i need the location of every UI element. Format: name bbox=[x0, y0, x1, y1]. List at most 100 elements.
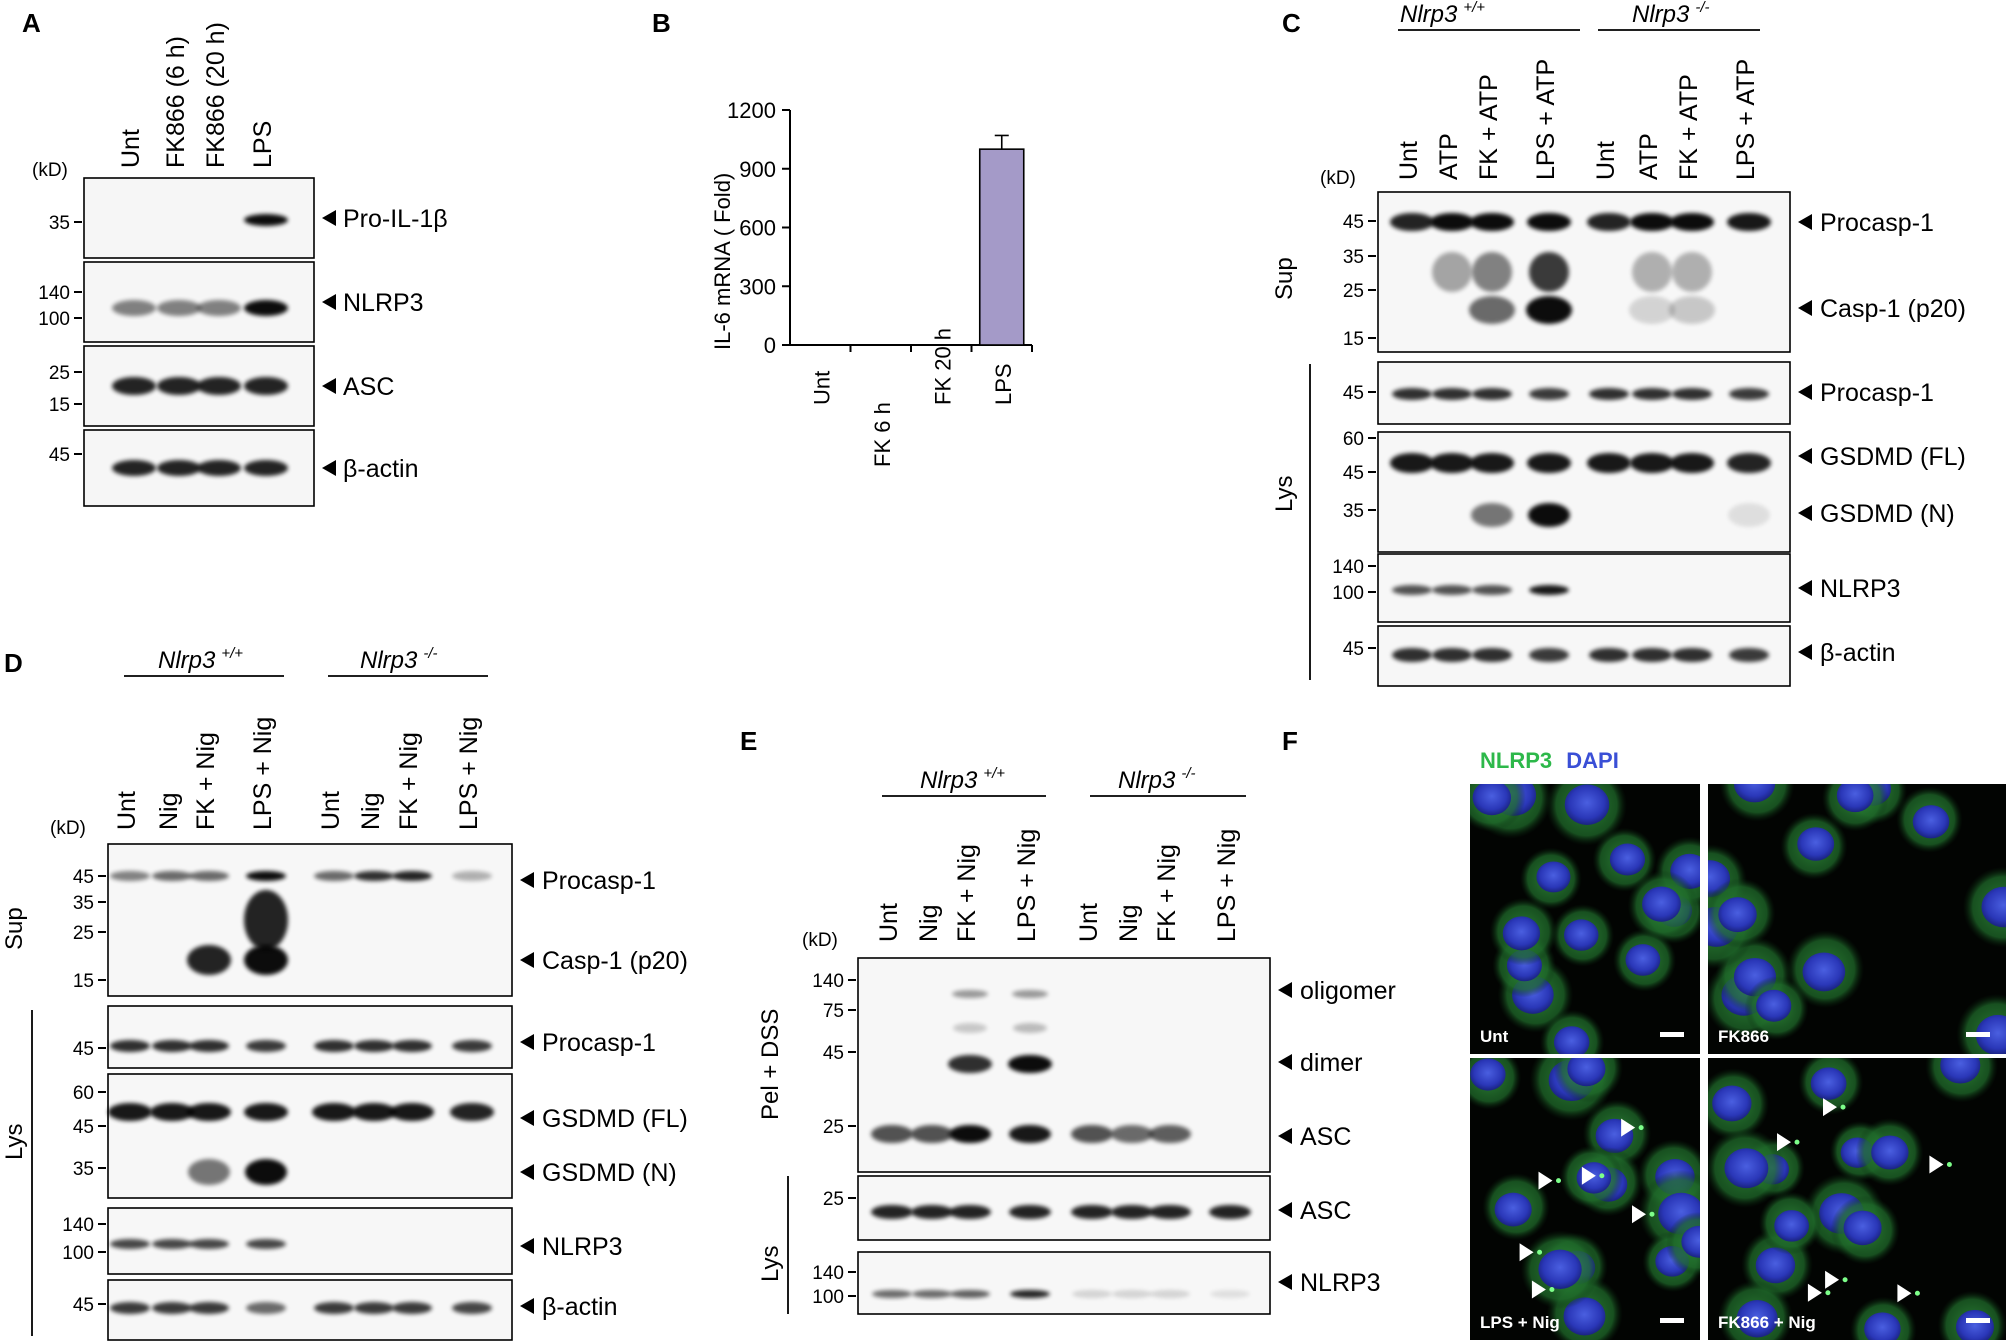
lane-label-D-2: FK + Nig bbox=[192, 732, 220, 830]
speck-3-0 bbox=[1825, 1290, 1831, 1296]
kd-label-D: (kD) bbox=[50, 818, 86, 839]
nucleus-2-12 bbox=[1494, 1192, 1532, 1227]
speck-3-1 bbox=[1914, 1290, 1920, 1296]
band-D-0-0-4 bbox=[314, 871, 354, 881]
marker-C-2-0: 60 bbox=[1343, 429, 1364, 450]
group-ko-name-E: Nlrp3 bbox=[1118, 767, 1176, 794]
blot-D-3 bbox=[107, 1207, 513, 1275]
blot-name-D-0-0: Procasp-1 bbox=[542, 867, 656, 895]
band-E-1-0-2 bbox=[949, 1205, 991, 1219]
blot-name-C-1-0: Procasp-1 bbox=[1820, 379, 1934, 407]
band-a-3-3 bbox=[244, 460, 288, 476]
band-E-1-0-0 bbox=[871, 1205, 913, 1219]
nucleus-1-10 bbox=[1836, 784, 1874, 813]
speck-2-5 bbox=[1649, 1211, 1655, 1217]
band-E-0-0-6 bbox=[1149, 1125, 1191, 1143]
nucleus-0-13 bbox=[1642, 886, 1681, 922]
nucleus-3-12 bbox=[1724, 1148, 1769, 1189]
band-D-2-1-2 bbox=[188, 1159, 230, 1185]
marker-E-0-3: 25 bbox=[823, 1117, 844, 1138]
marker-a-1-1: 100 bbox=[38, 309, 70, 330]
micrograph-label-2: LPS + Nig bbox=[1480, 1313, 1560, 1332]
marker-C-3-0: 140 bbox=[1332, 557, 1364, 578]
lane-label-D-7: LPS + Nig bbox=[455, 717, 483, 830]
marker-a-0-0: 35 bbox=[49, 213, 70, 234]
micrograph-3: FK866 + Nig bbox=[1708, 1058, 2006, 1340]
arrowhead-2-5 bbox=[1632, 1205, 1647, 1224]
speck-3-2 bbox=[1842, 1277, 1848, 1283]
nucleus-3-6 bbox=[1955, 1309, 1994, 1340]
band-E-1-0-5 bbox=[1111, 1205, 1153, 1219]
marker-E-0-0: 140 bbox=[812, 971, 844, 992]
blot-name-C-0-1: Casp-1 (p20) bbox=[1820, 295, 1966, 323]
x-tick-label-3: LPS bbox=[991, 363, 1016, 405]
blot-D-1 bbox=[107, 1005, 513, 1069]
nucleus-0-6 bbox=[1609, 843, 1646, 876]
marker-E-1-0: 25 bbox=[823, 1189, 844, 1210]
arrow-D-2-0 bbox=[520, 1110, 534, 1126]
side-label-D-lys_label: Lys bbox=[1, 1124, 28, 1160]
nucleus-0-7 bbox=[1502, 916, 1541, 951]
band-a-2-3 bbox=[244, 377, 288, 395]
group-wt-name-D: Nlrp3 bbox=[158, 647, 216, 674]
scale-bar-2 bbox=[1660, 1318, 1684, 1323]
blot-name-D-0-1: Casp-1 (p20) bbox=[542, 947, 688, 975]
arrow-C-2-0 bbox=[1798, 448, 1812, 464]
marker-C-0-2: 25 bbox=[1343, 281, 1364, 302]
lane-labels-a: Unt FK866 (6 h) FK866 (20 h) LPS bbox=[117, 22, 277, 168]
marker-a-1-0: 140 bbox=[38, 283, 70, 304]
nucleus-1-0 bbox=[1912, 805, 1950, 839]
band-C-2-0-5 bbox=[1630, 453, 1674, 473]
micrograph-cells-2 bbox=[1470, 1058, 1700, 1340]
nucleus-0-0 bbox=[1563, 919, 1599, 951]
arrow-E-0-0 bbox=[1278, 982, 1292, 998]
band-D-2-0-4 bbox=[312, 1103, 356, 1121]
arrow-D-2-1 bbox=[520, 1164, 534, 1180]
band-C-2-0-7 bbox=[1727, 453, 1771, 473]
band-D-0-0-0 bbox=[110, 871, 150, 881]
band-C-0-1-6 bbox=[1669, 296, 1715, 324]
band-C-0-1-2 bbox=[1469, 296, 1515, 324]
lane-label-C-4: Unt bbox=[1592, 141, 1620, 180]
band-E-0-1-2 bbox=[948, 1055, 992, 1073]
arrow-C-0-1 bbox=[1798, 300, 1812, 316]
marker-C-0-1: 35 bbox=[1343, 247, 1364, 268]
y-tick-label-2: 600 bbox=[739, 216, 776, 241]
group-ko-name-C: Nlrp3 bbox=[1632, 1, 1690, 28]
band-C-0-0-3 bbox=[1527, 213, 1571, 231]
lane-label-D-1: Nig bbox=[155, 792, 183, 830]
band-D-1-0-1 bbox=[152, 1040, 192, 1052]
panel-d: D Nlrp3 +/+ Nlrp3 -/- Unt Nig FK + Nig LPS + Ni… bbox=[1, 645, 688, 1341]
band-D-2-0-6 bbox=[390, 1103, 434, 1121]
svg-text:NLRP3 DAPI: NLRP3 DAPI bbox=[1480, 748, 1619, 773]
band-D-2-0-1 bbox=[150, 1103, 194, 1121]
band-C-2-1-2 bbox=[1471, 503, 1513, 527]
marker-D-4-0: 45 bbox=[73, 1295, 94, 1316]
scale-bar-3 bbox=[1966, 1318, 1990, 1323]
band-E-0-0-4 bbox=[1071, 1125, 1113, 1143]
blots-d: Nlrp3 +/+ Nlrp3 -/- Unt Nig FK + Nig LPS + Nig U… bbox=[1, 645, 688, 1341]
y-axis-label: IL-6 mRNA ( Fold) bbox=[710, 173, 735, 350]
blot-name-a-2: ASC bbox=[343, 373, 394, 401]
lane-label-C-1: ATP bbox=[1435, 133, 1463, 180]
band-D-4-0-0 bbox=[110, 1302, 150, 1314]
band-C-0-0-1 bbox=[1430, 213, 1474, 231]
arrow-C-0-0 bbox=[1798, 214, 1812, 230]
band-D-2-0-2 bbox=[187, 1103, 231, 1121]
blot-name-C-2-1: GSDMD (N) bbox=[1820, 500, 1955, 528]
marker-E-2-0: 140 bbox=[812, 1263, 844, 1284]
micrograph-label-3: FK866 + Nig bbox=[1718, 1313, 1816, 1332]
band-C-3-0-1 bbox=[1432, 585, 1472, 595]
band-C-4-0-0 bbox=[1392, 648, 1432, 662]
micrograph-label-1: FK866 bbox=[1718, 1027, 1769, 1046]
marker-D-0-3: 15 bbox=[73, 971, 94, 992]
blot-name-D-2-0: GSDMD (FL) bbox=[542, 1105, 688, 1133]
panel-label-a: A bbox=[22, 8, 41, 38]
band-D-1-0-3 bbox=[246, 1040, 286, 1052]
blot-name-C-4-0: β-actin bbox=[1820, 639, 1896, 667]
band-E-0-1-3 bbox=[1008, 1055, 1052, 1073]
arrowhead-3-3 bbox=[1823, 1098, 1838, 1117]
group-ko-C: Nlrp3 -/- bbox=[1632, 0, 1710, 28]
